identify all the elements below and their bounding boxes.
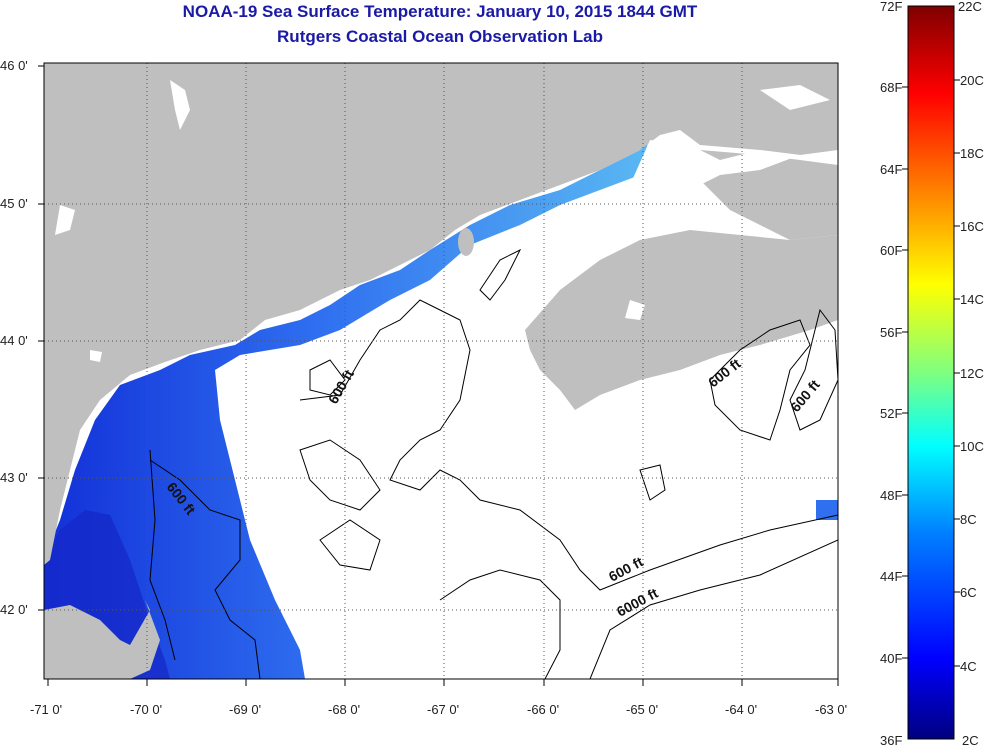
lat-label: 46 0' <box>0 58 28 73</box>
colorbar-c-label: 8C <box>960 512 977 527</box>
lake <box>90 350 102 362</box>
colorbar-f-label: 56F <box>880 325 902 340</box>
lat-label: 43 0' <box>0 470 28 485</box>
colorbar-c-label: 4C <box>960 659 977 674</box>
lake <box>760 85 830 110</box>
colorbar-f-label: 44F <box>880 569 902 584</box>
colorbar-f-label: 60F <box>880 243 902 258</box>
colorbar-ticks <box>902 79 960 667</box>
land-cape-cod <box>44 600 160 679</box>
graticule <box>44 63 838 679</box>
lon-label: -65 0' <box>626 702 658 717</box>
lake <box>625 300 645 320</box>
axis-ticks <box>38 65 839 686</box>
lon-label: -69 0' <box>229 702 261 717</box>
sst-band <box>44 135 650 679</box>
lon-label: -63 0' <box>815 702 847 717</box>
colorbar-c-label: 22C <box>958 0 982 14</box>
sst-patch-east <box>816 500 838 520</box>
colorbar-c-label: 6C <box>960 585 977 600</box>
lon-label: -64 0' <box>725 702 757 717</box>
lon-label: -70 0' <box>130 702 162 717</box>
colorbar-c-label: 2C <box>962 733 979 748</box>
colorbar-f-label: 36F <box>880 733 902 748</box>
colorbar-c-label: 10C <box>960 439 984 454</box>
colorbar-c-label: 12C <box>960 366 984 381</box>
island-grand-manan <box>458 228 474 256</box>
colorbar-f-label: 40F <box>880 651 902 666</box>
lake <box>55 205 75 235</box>
colorbar-c-label: 16C <box>960 219 984 234</box>
colorbar-f-label: 64F <box>880 162 902 177</box>
lat-label: 45 0' <box>0 196 28 211</box>
colorbar <box>907 5 955 740</box>
colorbar-f-label: 48F <box>880 488 902 503</box>
bay-of-fundy <box>520 140 800 300</box>
depth-contours <box>149 248 838 679</box>
map-subtitle: Rutgers Coastal Ocean Observation Lab <box>277 27 603 46</box>
colorbar-f-label: 72F <box>880 0 902 14</box>
lon-label: -66 0' <box>527 702 559 717</box>
land-maine-nb <box>44 63 838 565</box>
lat-label: 42 0' <box>0 602 28 617</box>
colorbar-f-label: 52F <box>880 406 902 421</box>
lon-label: -71 0' <box>30 702 62 717</box>
lake <box>170 80 190 130</box>
map-frame <box>43 62 839 680</box>
colorbar-c-label: 20C <box>960 73 984 88</box>
lon-label: -68 0' <box>328 702 360 717</box>
colorbar-f-label: 68F <box>880 80 902 95</box>
map-title: NOAA-19 Sea Surface Temperature: January… <box>182 2 698 21</box>
lon-label: -67 0' <box>427 702 459 717</box>
colorbar-c-label: 18C <box>960 146 984 161</box>
colorbar-c-label: 14C <box>960 292 984 307</box>
lat-label: 44 0' <box>0 333 28 348</box>
land-nova-scotia <box>525 230 838 410</box>
